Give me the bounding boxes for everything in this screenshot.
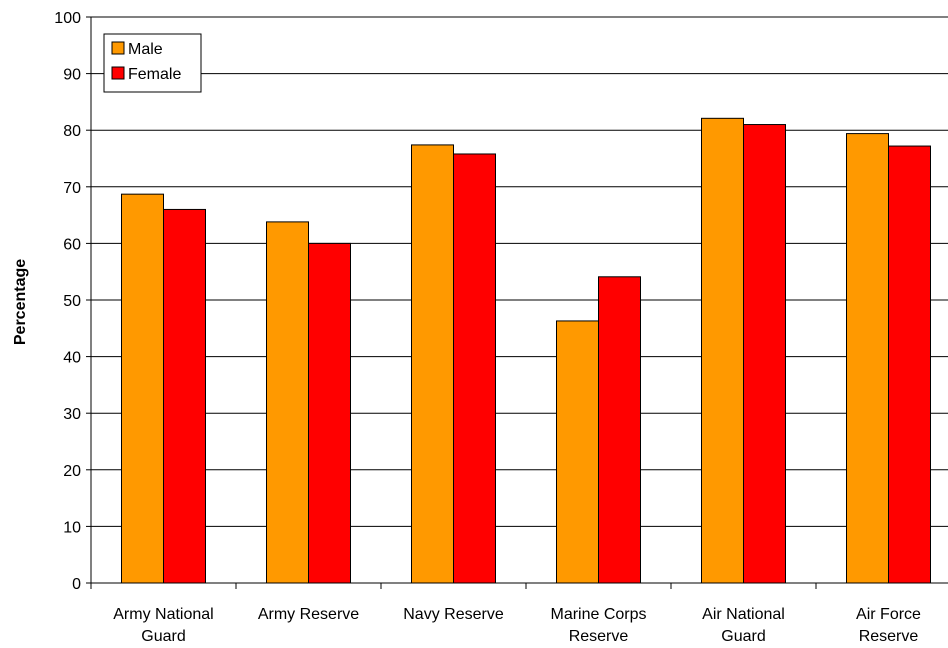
y-tick-label: 100: [54, 10, 81, 27]
bars: [121, 117, 931, 584]
y-tick-label: 90: [63, 67, 81, 84]
x-category-label: Army Reserve: [258, 606, 359, 623]
legend-label-male: Male: [128, 41, 163, 58]
x-category-label: Army National: [113, 606, 213, 623]
legend-swatch-female: [111, 66, 125, 80]
bar-female: [163, 208, 206, 584]
y-tick-label: 40: [63, 350, 81, 367]
x-category-label: Reserve: [569, 628, 629, 645]
bar-male: [266, 221, 309, 584]
axes: [90, 17, 948, 589]
bar-female: [743, 124, 786, 584]
y-axis-label: Percentage: [12, 259, 29, 345]
bar-male: [121, 193, 164, 584]
legend: Male Female: [103, 33, 202, 93]
legend-swatch-male: [111, 41, 125, 55]
x-category-label: Reserve: [859, 628, 919, 645]
bar-male: [411, 144, 454, 584]
x-category-label: Navy Reserve: [403, 606, 504, 623]
bar-male: [701, 117, 744, 584]
y-tick-label: 70: [63, 180, 81, 197]
y-tick-label: 50: [63, 293, 81, 310]
y-tick-label: 20: [63, 463, 81, 480]
bar-male: [556, 320, 599, 584]
bar-female: [308, 242, 351, 584]
y-tick-label: 0: [72, 576, 81, 593]
legend-label-female: Female: [128, 66, 181, 83]
x-axis-labels: Army National Guard Army Reserve Navy Reser…: [113, 606, 921, 645]
x-category-label: Marine Corps: [550, 606, 646, 623]
x-category-label: Guard: [721, 628, 765, 645]
bar-male: [846, 133, 889, 584]
y-tick-label: 80: [63, 123, 81, 140]
y-tick-label: 60: [63, 236, 81, 253]
y-tick-label: 30: [63, 406, 81, 423]
y-axis-ticks: 0 10 20 30 40 50 60 70 80 90 100: [54, 10, 91, 593]
y-tick-label: 10: [63, 519, 81, 536]
bar-female: [453, 153, 496, 584]
bar-female: [888, 145, 931, 584]
gridlines: [91, 16, 948, 527]
x-category-label: Air Force: [856, 606, 921, 623]
x-category-label: Guard: [141, 628, 185, 645]
bar-female: [598, 276, 641, 584]
x-category-label: Air National: [702, 606, 785, 623]
